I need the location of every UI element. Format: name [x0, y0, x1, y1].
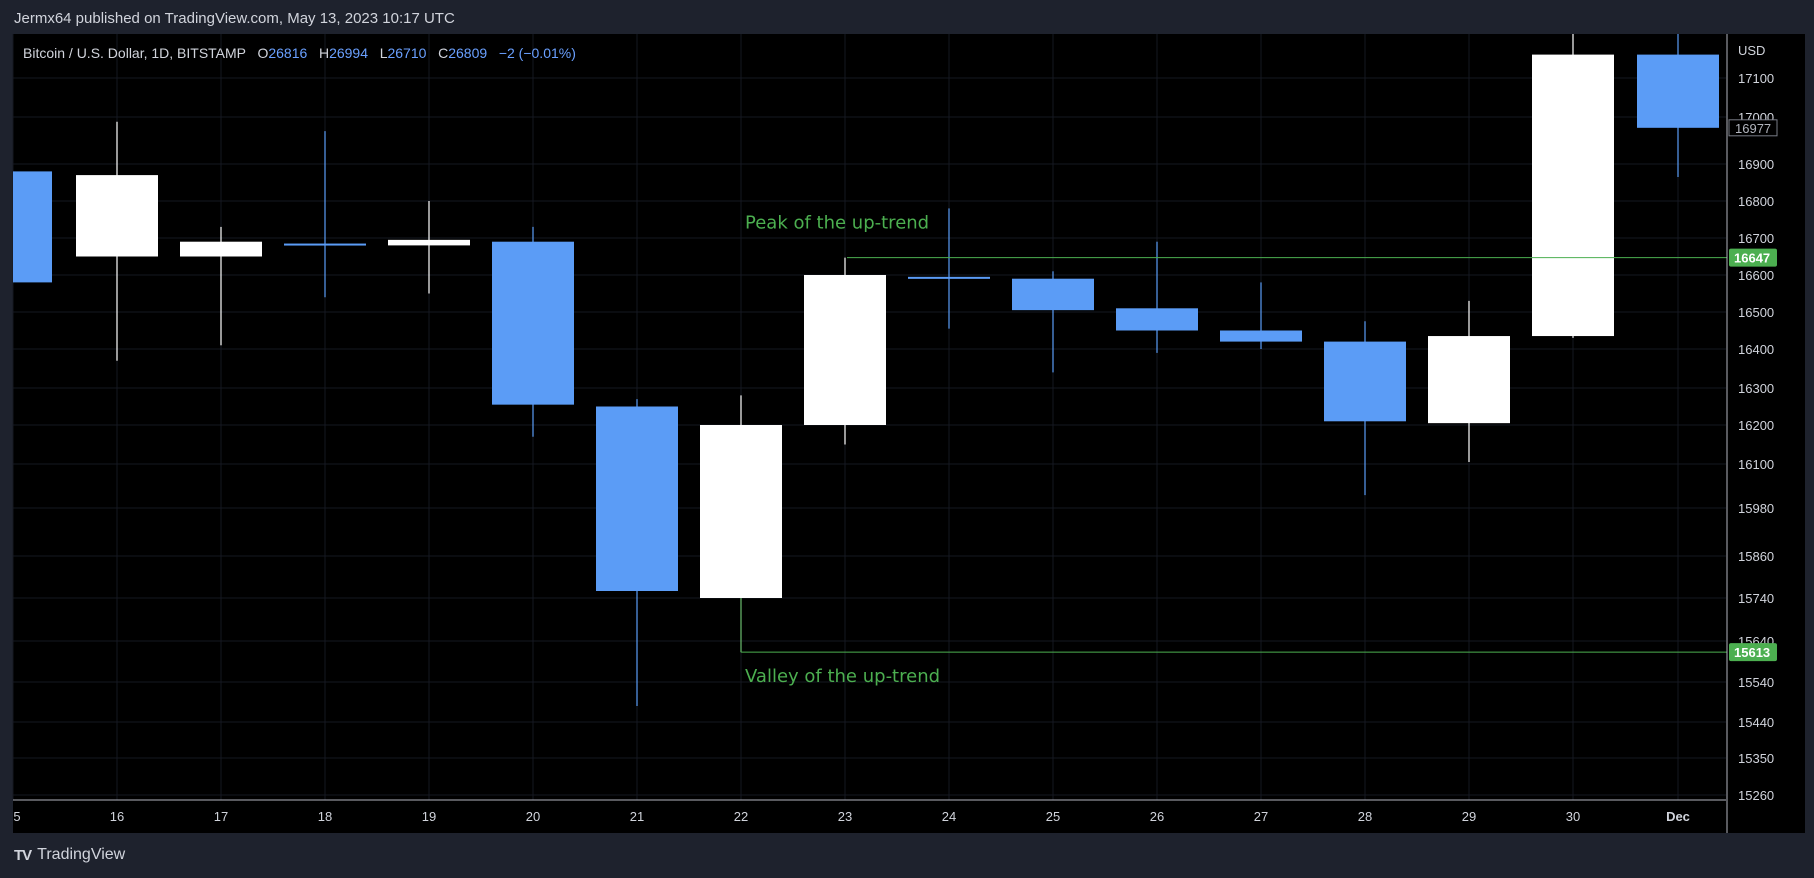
y-tick-label: 15260	[1738, 788, 1774, 803]
x-tick-label: 5	[13, 809, 20, 824]
x-tick-label: 26	[1150, 809, 1164, 824]
y-tick-label: 16500	[1738, 305, 1774, 320]
last-price-tag-bg	[1728, 119, 1778, 137]
open-label: O	[257, 45, 269, 61]
y-tick-label: 16600	[1738, 268, 1774, 283]
x-tick-label: 17	[214, 809, 228, 824]
x-tick-label: 27	[1254, 809, 1268, 824]
close-value: 26809	[448, 45, 488, 61]
open-value: 26816	[268, 45, 308, 61]
candle-body[interactable]	[1428, 336, 1510, 424]
brand-name: TradingView	[37, 846, 126, 863]
x-tick-label: Dec	[1666, 809, 1690, 824]
candle-body[interactable]	[76, 175, 158, 257]
valley-price-tag: 15613	[1734, 645, 1770, 660]
candle-body[interactable]	[1116, 308, 1198, 331]
valley-price-tag-bg	[1729, 643, 1777, 662]
peak-annotation: Peak of the up-trend	[745, 213, 929, 234]
chart-area[interactable]	[13, 34, 1805, 833]
x-tick-label: 24	[942, 809, 956, 824]
high-label: H	[318, 45, 330, 61]
y-tick-label: 15860	[1738, 549, 1774, 564]
x-tick-label: 28	[1358, 809, 1372, 824]
top-bar: Jermx64 published on TradingView.com, Ma…	[0, 0, 1814, 34]
x-tick-label: 30	[1566, 809, 1580, 824]
change-value: −2 (−0.01%)	[498, 45, 576, 61]
y-tick-label: 16700	[1738, 231, 1774, 246]
candle-body[interactable]	[1220, 330, 1302, 342]
candle-body[interactable]	[804, 275, 886, 425]
y-tick-label: 15440	[1738, 715, 1774, 730]
candle-body[interactable]	[1637, 54, 1719, 128]
candles-group	[0, 34, 1719, 706]
candle-body[interactable]	[0, 171, 52, 283]
y-tick-label: 15740	[1738, 591, 1774, 606]
y-tick-label: 16900	[1738, 157, 1774, 172]
y-tick-label: 16400	[1738, 342, 1774, 357]
publisher-info: Jermx64 published on TradingView.com, Ma…	[14, 10, 455, 27]
candle-body[interactable]	[1012, 278, 1094, 311]
candle-body[interactable]	[1324, 341, 1406, 422]
peak-price-tag-bg	[1729, 248, 1777, 267]
y-tick-label: 16300	[1738, 381, 1774, 396]
x-tick-label: 21	[630, 809, 644, 824]
x-tick-label: 22	[734, 809, 748, 824]
candle-body[interactable]	[596, 406, 678, 592]
candle-body[interactable]	[908, 276, 990, 279]
x-tick-label: 25	[1046, 809, 1060, 824]
y-tick-label: 15350	[1738, 751, 1774, 766]
symbol-legend: Bitcoin / U.S. Dollar, 1D, BITSTAMP O268…	[23, 45, 576, 61]
x-tick-label: 29	[1462, 809, 1476, 824]
y-tick-label: 16100	[1738, 457, 1774, 472]
y-tick-label: 15980	[1738, 501, 1774, 516]
candle-body[interactable]	[284, 243, 366, 246]
y-tick-label: 17100	[1738, 71, 1774, 86]
candle-body[interactable]	[1532, 54, 1614, 337]
candle-body[interactable]	[388, 239, 470, 246]
tradingview-logo-icon: TV	[14, 846, 32, 864]
candle-body[interactable]	[492, 241, 574, 405]
symbol-name: Bitcoin / U.S. Dollar, 1D, BITSTAMP	[23, 45, 246, 61]
footer	[0, 833, 1814, 878]
x-tick-label: 16	[110, 809, 124, 824]
brand[interactable]: TV TradingView	[14, 846, 125, 864]
valley-annotation: Valley of the up-trend	[745, 666, 940, 687]
x-tick-label: 20	[526, 809, 540, 824]
low-label: L	[379, 45, 388, 61]
x-tick-label: 19	[422, 809, 436, 824]
x-tick-label: 23	[838, 809, 852, 824]
x-tick-label: 18	[318, 809, 332, 824]
y-tick-label: 15540	[1738, 675, 1774, 690]
candle-body[interactable]	[180, 241, 262, 257]
peak-price-tag: 16647	[1734, 251, 1770, 266]
low-value: 26710	[387, 45, 427, 61]
currency-label: USD	[1738, 43, 1765, 58]
y-tick-label: 16200	[1738, 418, 1774, 433]
y-tick-label: 16800	[1738, 194, 1774, 209]
high-value: 26994	[329, 45, 369, 61]
candle-body[interactable]	[700, 425, 782, 598]
last-price-tag: 16977	[1735, 121, 1771, 136]
close-label: C	[438, 45, 449, 61]
